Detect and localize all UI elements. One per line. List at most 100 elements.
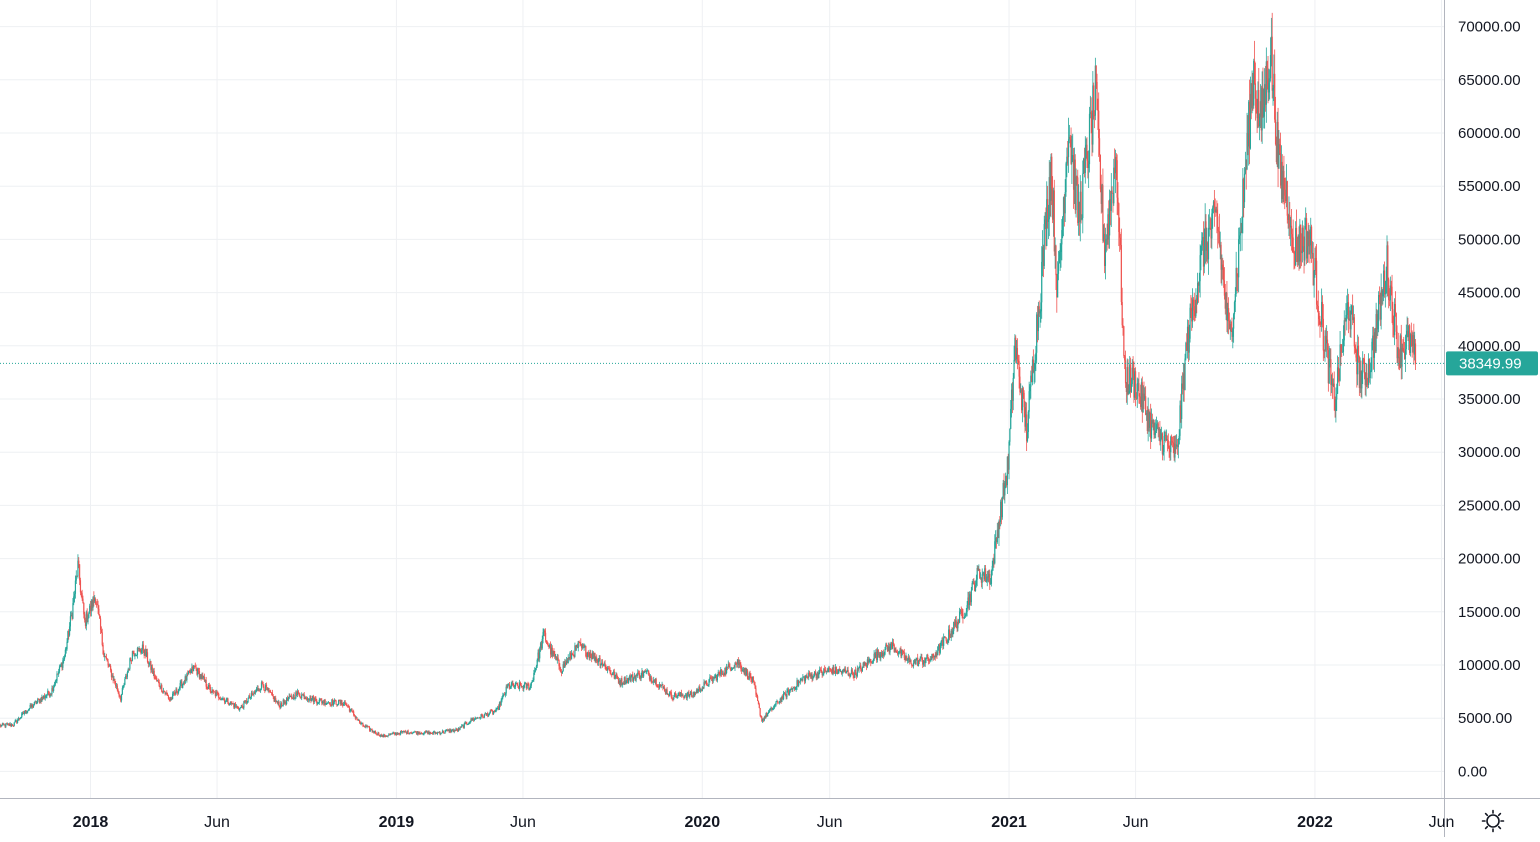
- candle[interactable]: [1316, 244, 1317, 309]
- candle[interactable]: [1026, 402, 1027, 451]
- candle[interactable]: [800, 678, 801, 685]
- candle[interactable]: [1311, 225, 1312, 263]
- candle[interactable]: [1226, 281, 1227, 332]
- candle[interactable]: [1081, 181, 1082, 223]
- candle[interactable]: [951, 629, 952, 641]
- candle[interactable]: [920, 656, 921, 661]
- candle[interactable]: [714, 674, 715, 681]
- candle[interactable]: [764, 716, 765, 721]
- candle[interactable]: [962, 609, 963, 624]
- candle[interactable]: [580, 638, 581, 646]
- candle[interactable]: [1254, 41, 1255, 85]
- candle[interactable]: [783, 691, 784, 700]
- candle[interactable]: [717, 674, 718, 682]
- candle[interactable]: [51, 685, 52, 696]
- candle[interactable]: [1159, 421, 1160, 445]
- candle[interactable]: [961, 607, 962, 617]
- candle[interactable]: [883, 650, 884, 659]
- candle[interactable]: [1065, 162, 1066, 197]
- candle[interactable]: [1318, 290, 1319, 326]
- candle[interactable]: [855, 667, 856, 675]
- candle[interactable]: [1371, 338, 1372, 378]
- candle[interactable]: [1192, 288, 1193, 328]
- candle[interactable]: [635, 674, 636, 682]
- candle[interactable]: [989, 569, 990, 589]
- candle[interactable]: [77, 554, 78, 578]
- candle[interactable]: [857, 665, 858, 677]
- candle[interactable]: [275, 696, 276, 704]
- candle[interactable]: [899, 651, 900, 655]
- candle[interactable]: [848, 667, 849, 676]
- candle[interactable]: [574, 643, 575, 658]
- candle[interactable]: [959, 608, 960, 623]
- candle[interactable]: [433, 731, 434, 735]
- candle[interactable]: [1208, 214, 1209, 274]
- candle[interactable]: [1346, 295, 1347, 330]
- candle[interactable]: [73, 592, 74, 606]
- candle[interactable]: [703, 679, 704, 689]
- candle[interactable]: [656, 678, 657, 687]
- candle[interactable]: [987, 571, 988, 586]
- candle[interactable]: [1365, 363, 1366, 397]
- candle[interactable]: [1259, 113, 1260, 140]
- candle[interactable]: [139, 648, 140, 652]
- candle[interactable]: [1339, 331, 1340, 382]
- candle[interactable]: [378, 732, 379, 736]
- candle[interactable]: [937, 646, 938, 655]
- candle[interactable]: [808, 670, 809, 680]
- candle[interactable]: [777, 700, 778, 704]
- candle[interactable]: [211, 687, 212, 695]
- candle[interactable]: [372, 728, 373, 732]
- candle[interactable]: [573, 651, 574, 657]
- candle[interactable]: [178, 689, 179, 695]
- candle[interactable]: [1117, 154, 1118, 215]
- candle[interactable]: [877, 647, 878, 662]
- candle[interactable]: [1039, 309, 1040, 327]
- candle[interactable]: [943, 634, 944, 649]
- candle[interactable]: [779, 701, 780, 704]
- candle[interactable]: [1232, 327, 1233, 348]
- candle[interactable]: [946, 637, 947, 643]
- candle[interactable]: [250, 697, 251, 700]
- candle[interactable]: [520, 682, 521, 686]
- candle[interactable]: [306, 696, 307, 701]
- candle[interactable]: [947, 638, 948, 645]
- candle[interactable]: [246, 698, 247, 705]
- candle[interactable]: [519, 680, 520, 691]
- candle[interactable]: [1017, 338, 1018, 369]
- candle[interactable]: [1002, 497, 1003, 520]
- candle[interactable]: [239, 708, 240, 712]
- candle[interactable]: [1068, 118, 1069, 173]
- candle[interactable]: [484, 714, 485, 718]
- candle[interactable]: [1030, 371, 1031, 399]
- candle[interactable]: [718, 672, 719, 676]
- candle[interactable]: [1348, 294, 1349, 333]
- candle[interactable]: [512, 680, 513, 685]
- candle[interactable]: [1205, 214, 1206, 264]
- candle[interactable]: [646, 670, 647, 674]
- candle[interactable]: [985, 565, 986, 582]
- candle[interactable]: [260, 688, 261, 692]
- candle[interactable]: [507, 684, 508, 689]
- candle[interactable]: [45, 695, 46, 701]
- candle[interactable]: [243, 701, 244, 710]
- candle[interactable]: [237, 706, 238, 709]
- candle[interactable]: [1289, 202, 1290, 239]
- candle[interactable]: [1335, 387, 1336, 422]
- candle[interactable]: [651, 675, 652, 683]
- candle[interactable]: [1153, 420, 1154, 439]
- candle[interactable]: [150, 661, 151, 673]
- candle[interactable]: [1194, 293, 1195, 322]
- candle[interactable]: [590, 650, 591, 658]
- candle[interactable]: [1220, 242, 1221, 283]
- candle[interactable]: [1137, 378, 1138, 408]
- candle[interactable]: [802, 674, 803, 681]
- candle[interactable]: [637, 669, 638, 678]
- candle[interactable]: [159, 680, 160, 687]
- candle[interactable]: [911, 664, 912, 668]
- candle[interactable]: [224, 698, 225, 705]
- candle[interactable]: [998, 519, 999, 546]
- candle[interactable]: [753, 676, 754, 682]
- candle[interactable]: [227, 698, 228, 704]
